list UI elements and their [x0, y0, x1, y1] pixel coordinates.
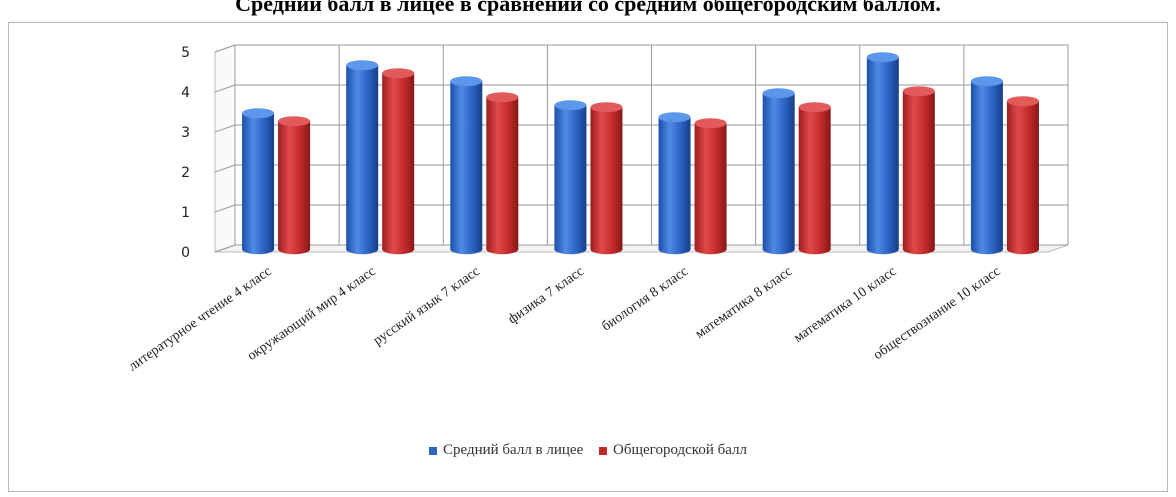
legend-item-series-2: Общегородской балл — [599, 442, 747, 459]
bar-lyceum — [970, 76, 1003, 255]
bar-body — [590, 107, 623, 250]
x-tick-label: математика 10 класс — [791, 264, 899, 346]
bar-bottom — [382, 244, 415, 255]
bar-bottom — [866, 244, 899, 255]
bar-top — [902, 86, 935, 97]
bar-lyceum — [450, 76, 483, 255]
bar-top — [278, 116, 311, 127]
legend-label-series-1: Средний балл в лицее — [442, 442, 584, 458]
bar-bottom — [278, 244, 311, 255]
bar-body — [866, 57, 899, 250]
y-tick-label: 5 — [181, 45, 190, 61]
gridline-side — [214, 164, 236, 173]
x-tick-label: биология 8 класс — [599, 264, 691, 335]
bar-bottom — [970, 244, 1003, 255]
y-tick-label: 3 — [181, 125, 190, 141]
bar-city — [694, 118, 727, 255]
x-tick-label: русский язык 7 класс — [371, 264, 483, 349]
bar-body — [554, 105, 587, 250]
gridline-side — [214, 84, 236, 93]
bar-body — [278, 121, 311, 250]
bar-bottom — [486, 244, 519, 255]
bar-body — [450, 81, 483, 250]
y-tick-label: 2 — [181, 165, 190, 181]
bar-top — [450, 76, 483, 87]
bar-top — [242, 108, 275, 119]
bar-top — [346, 60, 379, 71]
bar-bottom — [346, 244, 379, 255]
legend-swatch-red — [599, 446, 607, 455]
bar-bottom — [658, 244, 691, 255]
y-tick-label: 4 — [181, 85, 190, 101]
bar-top — [798, 102, 831, 113]
chart-side-wall — [214, 44, 236, 253]
bar-body — [658, 117, 691, 250]
bar-top — [1006, 96, 1039, 107]
bar-bottom — [1006, 244, 1039, 255]
chart-floor — [214, 244, 1069, 253]
gridline-side — [214, 244, 236, 253]
bar-lyceum — [554, 100, 587, 255]
bar-bottom — [554, 244, 587, 255]
legend-swatch-blue — [428, 446, 437, 455]
chart-frame — [8, 22, 1168, 492]
bar-bottom — [590, 244, 623, 255]
bar-body — [762, 93, 795, 250]
bar-body — [382, 73, 415, 250]
bar-city — [278, 116, 311, 255]
bar-city — [1006, 96, 1039, 255]
bar-top — [554, 100, 587, 111]
gridline-side — [214, 204, 236, 213]
bar-bottom — [450, 244, 483, 255]
bar-top — [694, 118, 727, 129]
bar-bottom — [242, 244, 275, 255]
bar-top — [866, 52, 899, 63]
bar-lyceum — [346, 60, 379, 255]
legend-label-series-2: Общегородской балл — [613, 442, 748, 458]
bar-bottom — [902, 244, 935, 255]
chart-legend: Средний балл в лицее Общегородской балл — [0, 442, 1176, 460]
bar-top — [486, 92, 519, 103]
bar-body — [486, 97, 519, 250]
bar-city — [798, 102, 831, 255]
y-tick-label: 1 — [181, 205, 190, 221]
x-tick-label: математика 8 класс — [693, 264, 795, 342]
bar-body — [242, 113, 275, 250]
bar-body — [902, 91, 935, 250]
bar-bottom — [762, 244, 795, 255]
bar-body — [694, 123, 727, 250]
legend-item-series-1: Средний балл в лицее — [428, 442, 584, 459]
x-tick-label: физика 7 класс — [506, 264, 587, 327]
bar-lyceum — [762, 88, 795, 255]
bar-city — [486, 92, 519, 255]
bar-body — [970, 81, 1003, 250]
chart-title: Средний балл в лицее в сравнении со сред… — [235, 0, 941, 16]
bar-body — [1006, 101, 1039, 250]
bar-body — [798, 107, 831, 250]
bar-top — [970, 76, 1003, 87]
bar-top — [762, 88, 795, 99]
bar-bottom — [694, 244, 727, 255]
bar-body — [346, 65, 379, 250]
gridline-side — [214, 124, 236, 133]
bar-lyceum — [866, 52, 899, 255]
bar-top — [382, 68, 415, 79]
bar-city — [902, 86, 935, 255]
gridline-side — [214, 44, 236, 53]
y-tick-label: 0 — [181, 245, 190, 261]
bar-city — [382, 68, 415, 255]
bar-top — [590, 102, 623, 113]
bar-bottom — [798, 244, 831, 255]
bar-lyceum — [242, 108, 275, 255]
bar-lyceum — [658, 112, 691, 255]
bar-city — [590, 102, 623, 255]
bar-top — [658, 112, 691, 123]
